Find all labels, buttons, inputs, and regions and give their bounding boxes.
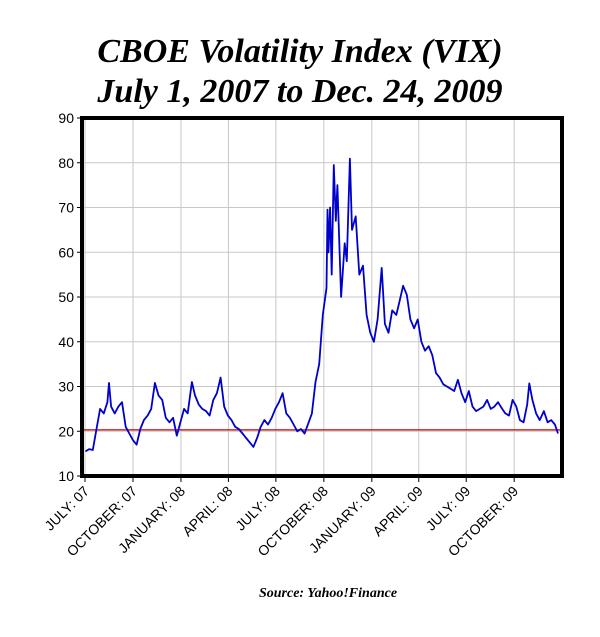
- y-tick-label: 90: [58, 110, 74, 126]
- chart-title: CBOE Volatility Index (VIX): [97, 33, 503, 70]
- y-tick-label: 40: [58, 334, 74, 350]
- x-tick-label: APRIL: 09: [369, 483, 426, 540]
- y-tick-label: 70: [58, 200, 74, 216]
- y-tick-label: 20: [58, 423, 74, 439]
- y-tick-label: 60: [58, 244, 74, 260]
- y-tick-label: 10: [58, 468, 74, 484]
- y-tick-label: 80: [58, 155, 74, 171]
- vix-series-line: [85, 157, 559, 453]
- y-tick-label: 30: [58, 379, 74, 395]
- x-tick-label: APRIL: 08: [179, 483, 236, 540]
- chart-subtitle: July 1, 2007 to Dec. 24, 2009: [97, 73, 503, 110]
- plot-frame: [80, 116, 564, 478]
- y-tick-label: 50: [58, 289, 74, 305]
- source-note: Source: Yahoo!Finance: [258, 586, 398, 601]
